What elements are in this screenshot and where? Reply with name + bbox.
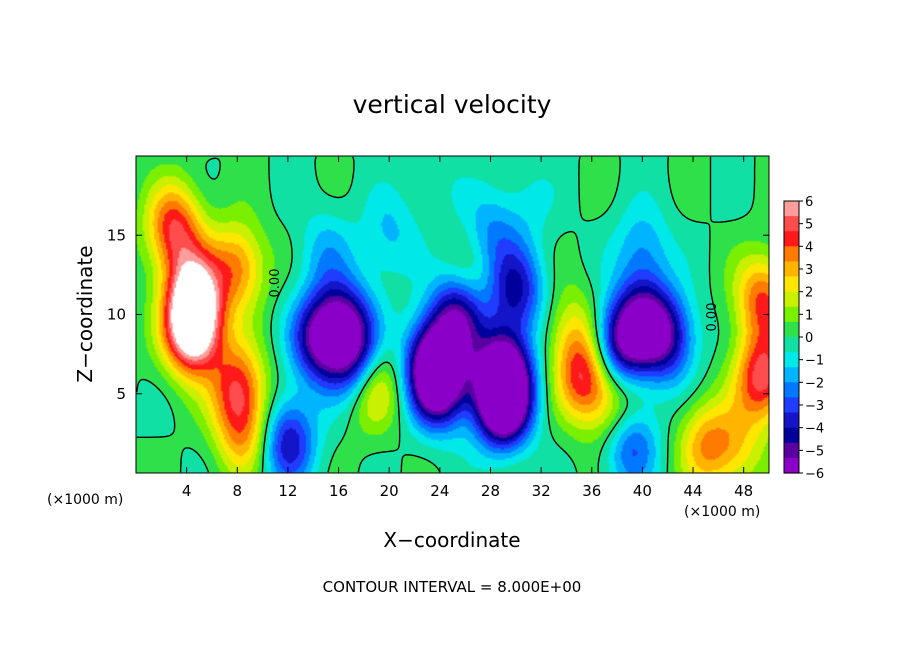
colorbar-label: 1	[805, 308, 813, 323]
colorbar-swatch	[784, 201, 799, 217]
velocity-field-image	[136, 156, 769, 473]
zero-contour-lines	[136, 156, 756, 473]
colorbar-swatch	[784, 442, 799, 459]
colorbar-label: −4	[805, 422, 824, 437]
colorbar-swatch	[784, 382, 799, 399]
x-axis-title: X−coordinate	[383, 528, 520, 552]
chart-title: vertical velocity	[353, 90, 552, 119]
contour-label: 0.00	[268, 269, 283, 298]
x-unit-left: (×1000 m)	[47, 492, 123, 508]
colorbar: 6 5 4 3 2 1 0 −1 −2 −3 −4 −5 −6	[783, 195, 824, 482]
colorbar-swatch	[784, 337, 799, 353]
colorbar-swatch	[784, 412, 799, 429]
colorbar-swatch	[784, 367, 799, 383]
y-tick-label: 15	[107, 226, 126, 244]
colorbar-label: −6	[805, 467, 824, 482]
x-tick-label: 20	[380, 482, 399, 500]
colorbar-swatch	[784, 231, 799, 247]
colorbar-label: 0	[805, 331, 813, 346]
x-tick-label: 28	[481, 482, 500, 500]
colorbar-swatch	[784, 457, 799, 474]
x-tick-label: 36	[582, 482, 601, 500]
plot-area	[135, 155, 770, 474]
colorbar-label: 4	[805, 240, 813, 255]
y-axis-title: Z−coordinate	[73, 245, 97, 382]
colorbar-label: −5	[805, 444, 824, 459]
x-tick-label: 8	[233, 482, 243, 500]
x-tick-label: 48	[734, 482, 753, 500]
x-tick-label: 24	[430, 482, 449, 500]
x-tick-label: 44	[683, 482, 702, 500]
colorbar-swatch	[784, 246, 799, 263]
x-tick-label: 40	[633, 482, 652, 500]
colorbar-label: −1	[805, 354, 824, 369]
colorbar-label: 5	[805, 218, 813, 233]
colorbar-label: 6	[805, 195, 813, 210]
x-tick-label: 4	[182, 482, 192, 500]
contour-interval-note: CONTOUR INTERVAL = 8.000E+00	[323, 578, 582, 596]
contour-zero-line	[136, 156, 756, 473]
colorbar-swatch	[784, 397, 799, 414]
colorbar-swatch	[784, 427, 799, 444]
x-tick-label: 12	[278, 482, 297, 500]
colorbar-swatch	[784, 321, 799, 338]
colorbar-label: −3	[805, 399, 824, 414]
y-tick-label: 10	[107, 306, 126, 324]
colorbar-label: 2	[805, 286, 813, 301]
colorbar-swatch	[784, 261, 799, 278]
colorbar-swatch	[784, 216, 799, 232]
contour-label: 0.00	[705, 303, 720, 332]
x-axis: 4 8 12 16 20 24 28 32 36 40 44 48	[182, 156, 753, 500]
colorbar-swatch	[784, 352, 799, 368]
x-tick-label: 32	[532, 482, 551, 500]
colorbar-swatch	[784, 276, 799, 293]
colorbar-swatch	[784, 306, 799, 323]
y-tick-label: 5	[116, 385, 126, 403]
colorbar-label: −2	[805, 376, 824, 391]
y-axis: 5 10 15	[107, 226, 769, 403]
x-unit-right: (×1000 m)	[684, 504, 760, 520]
colorbar-swatch	[784, 291, 799, 308]
contour-labels: 0.00 0.00	[268, 269, 720, 332]
x-tick-label: 16	[329, 482, 348, 500]
colorbar-label: 3	[805, 263, 813, 278]
